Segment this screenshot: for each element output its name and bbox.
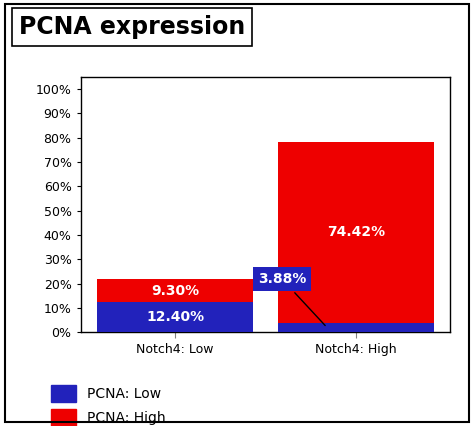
- Text: 74.42%: 74.42%: [327, 225, 385, 239]
- Text: 3.88%: 3.88%: [258, 272, 325, 325]
- Bar: [278, 142, 434, 323]
- Bar: [97, 279, 253, 302]
- Legend: PCNA: Low, PCNA: High: PCNA: Low, PCNA: High: [51, 385, 165, 426]
- Text: PCNA expression: PCNA expression: [19, 15, 245, 39]
- Text: 9.30%: 9.30%: [151, 284, 199, 298]
- Bar: [97, 302, 253, 332]
- Text: 12.40%: 12.40%: [146, 310, 204, 324]
- Bar: [278, 323, 434, 332]
